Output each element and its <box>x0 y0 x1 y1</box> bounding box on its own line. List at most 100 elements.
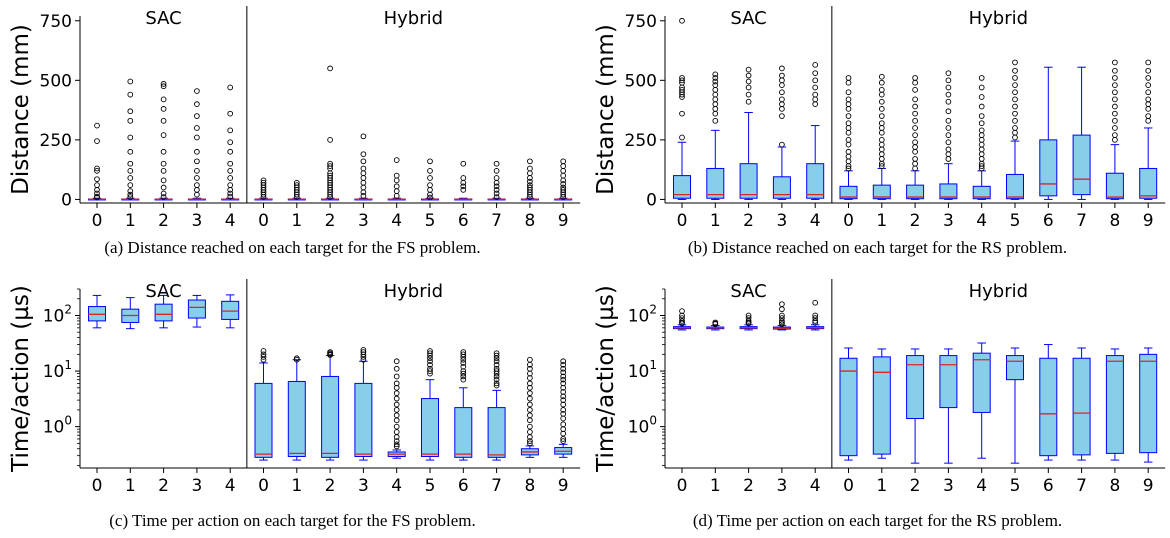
flier-point <box>127 108 134 115</box>
x-tick-label: 3 <box>943 476 954 496</box>
caption-d: (d) Time per action on each target for t… <box>692 511 1063 530</box>
flier-point <box>160 194 167 200</box>
box-body <box>706 167 725 199</box>
flier-point <box>493 194 500 200</box>
flier-point <box>527 356 533 363</box>
x-tick-label: 4 <box>225 211 236 231</box>
box-body <box>1072 357 1091 456</box>
flier-point <box>679 110 685 117</box>
flier-point <box>878 86 885 93</box>
flier-point <box>160 117 167 124</box>
box-sac-2 <box>154 81 173 201</box>
box-sac-1 <box>121 78 140 201</box>
flier-point <box>878 151 885 158</box>
box-hybrid-4 <box>972 75 991 200</box>
box-body <box>1006 173 1024 200</box>
box-body <box>487 407 506 458</box>
box-hybrid-9 <box>554 358 573 458</box>
flier-point <box>194 191 200 198</box>
flier-point <box>1112 75 1118 81</box>
flier-point <box>393 412 400 419</box>
box-body <box>939 183 958 200</box>
flier-point <box>912 144 918 150</box>
flier-point <box>779 312 785 319</box>
y-tick-label: 100 <box>628 414 657 438</box>
flier-point <box>260 348 267 354</box>
flier-point <box>1145 113 1152 119</box>
flier-point <box>912 148 918 155</box>
flier-point <box>1012 89 1018 96</box>
box-body <box>1072 134 1091 196</box>
box-sac-4 <box>806 61 825 200</box>
x-tick-label: 4 <box>810 211 821 231</box>
flier-point <box>845 101 852 107</box>
flier-point <box>845 79 852 86</box>
y-axis-label: Distance (mm) <box>593 24 619 195</box>
flier-point <box>160 160 167 167</box>
flier-point <box>493 358 500 365</box>
group-label: SAC <box>730 281 766 302</box>
box-hybrid-3 <box>354 347 373 461</box>
flier-point <box>1145 67 1152 74</box>
flier-point <box>393 407 400 413</box>
y-tick-label: 0 <box>61 190 72 210</box>
flier-point <box>1012 110 1018 117</box>
flier-point <box>527 417 533 424</box>
flier-point <box>460 356 467 363</box>
box-body <box>287 380 306 457</box>
flier-point <box>327 191 333 198</box>
flier-point <box>94 190 100 197</box>
flier-point <box>1012 129 1018 136</box>
box-hybrid-6 <box>1039 344 1058 461</box>
flier-point <box>560 167 567 174</box>
flier-point <box>493 160 500 167</box>
x-tick-label: 1 <box>291 211 302 231</box>
flier-point <box>160 184 167 191</box>
flier-point <box>94 165 100 172</box>
box-hybrid-2 <box>906 75 925 200</box>
flier-point <box>679 91 685 98</box>
flier-point <box>878 98 885 105</box>
flier-point <box>712 75 719 81</box>
x-tick-label: 0 <box>843 476 854 496</box>
x-tick-label: 2 <box>743 211 754 231</box>
flier-point <box>94 167 100 174</box>
flier-point <box>845 125 852 131</box>
flier-point <box>1012 96 1018 103</box>
y-tick-label: 250 <box>625 131 657 151</box>
flier-point <box>978 137 985 143</box>
flier-point <box>745 98 752 105</box>
flier-point <box>160 148 167 155</box>
box-body <box>839 185 858 200</box>
flier-point <box>127 78 134 85</box>
flier-point <box>745 84 752 91</box>
flier-point <box>745 78 752 85</box>
flier-point <box>560 177 567 184</box>
y-tick-label: 250 <box>40 131 72 151</box>
x-tick-label: 5 <box>425 476 436 496</box>
flier-point <box>712 101 719 107</box>
flier-point <box>560 376 567 383</box>
flier-point <box>560 393 567 400</box>
x-tick-label: 9 <box>558 476 569 496</box>
flier-point <box>712 91 719 98</box>
flier-point <box>945 117 952 124</box>
flier-point <box>945 125 952 131</box>
flier-point <box>560 358 567 365</box>
x-tick-label: 7 <box>1076 476 1087 496</box>
flier-point <box>1145 106 1152 112</box>
flier-point <box>427 361 433 368</box>
x-tick-label: 5 <box>425 211 436 231</box>
box-hybrid-0 <box>839 347 858 461</box>
flier-point <box>427 370 433 377</box>
flier-point <box>360 151 367 158</box>
flier-point <box>327 194 333 200</box>
flier-point <box>912 139 918 146</box>
x-tick-label: 2 <box>325 476 336 496</box>
x-tick-label: 9 <box>558 211 569 231</box>
flier-point <box>127 182 134 188</box>
flier-point <box>878 163 885 169</box>
flier-point <box>227 182 234 188</box>
flier-point <box>527 194 533 200</box>
flier-point <box>812 319 819 326</box>
